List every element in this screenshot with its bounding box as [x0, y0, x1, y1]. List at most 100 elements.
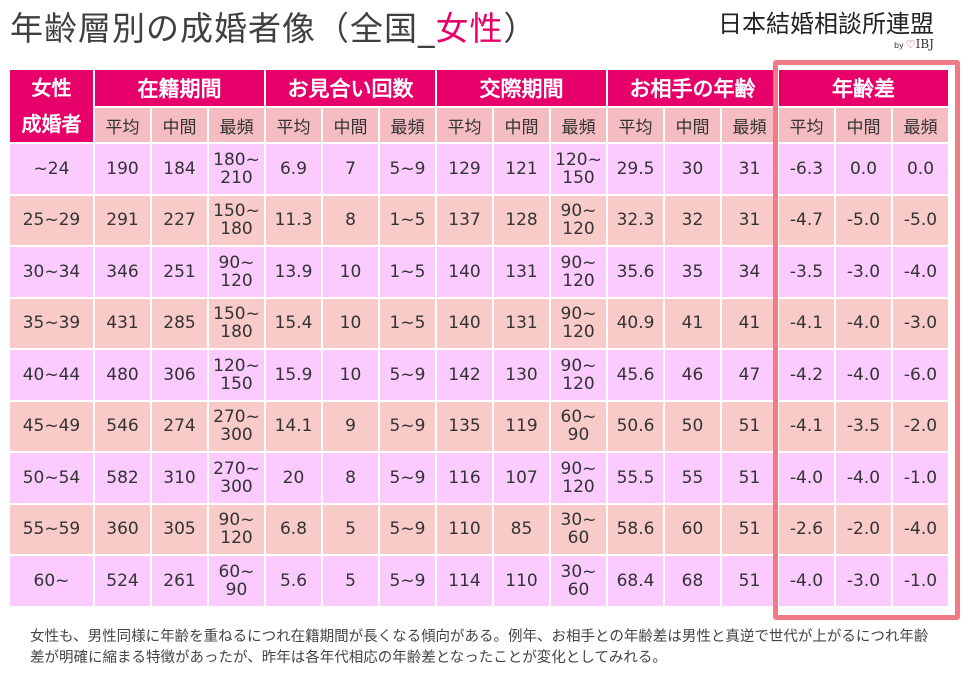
brand-ibj: IBJ: [915, 37, 934, 51]
table-cell: 29.5: [608, 144, 663, 194]
table-cell: 90~ 120: [209, 504, 264, 554]
table-cell: 110: [437, 504, 492, 554]
row-age-label: 30~34: [10, 247, 93, 297]
table-cell: 8: [323, 195, 378, 245]
table-cell: -3.0: [836, 247, 891, 297]
brand-by: by: [893, 41, 904, 50]
table-cell: -3.0: [893, 298, 948, 348]
table-cell: 6.9: [266, 144, 321, 194]
row-age-label: ~24: [10, 144, 93, 194]
table-cell: 120~ 150: [551, 144, 606, 194]
table-cell: 41: [722, 298, 777, 348]
table-cell: 131: [494, 247, 549, 297]
table-cell: 130: [494, 350, 549, 400]
table-cell: 306: [152, 350, 207, 400]
title-prefix: 年齢層別の成婚者像（全国_: [10, 9, 436, 48]
table-cell: 310: [152, 453, 207, 503]
table-cell: -4.7: [779, 195, 834, 245]
table-cell: 140: [437, 247, 492, 297]
table-cell: 129: [437, 144, 492, 194]
table-cell: 524: [95, 556, 150, 606]
data-table: 女性 成婚者 在籍期間 お見合い回数 交際期間 お相手の年齢 年齢差 平均 中間 …: [8, 68, 950, 608]
table-cell: -4.0: [779, 453, 834, 503]
table-cell: 0.0: [836, 144, 891, 194]
table-cell: 270~ 300: [209, 401, 264, 451]
table-cell: -6.0: [893, 350, 948, 400]
table-cell: 291: [95, 195, 150, 245]
title-suffix: ）: [503, 9, 538, 48]
group-header: お見合い回数: [266, 70, 435, 106]
table-cell: 90~ 120: [209, 247, 264, 297]
table-cell: 60~ 90: [551, 401, 606, 451]
table-cell: 20: [266, 453, 321, 503]
table-cell: 5~9: [380, 350, 435, 400]
table-cell: 5~9: [380, 144, 435, 194]
row-age-label: 50~54: [10, 453, 93, 503]
table-cell: -2.0: [893, 401, 948, 451]
table-cell: 6.8: [266, 504, 321, 554]
table-cell: 14.1: [266, 401, 321, 451]
table-cell: -4.0: [836, 298, 891, 348]
table-cell: 121: [494, 144, 549, 194]
table-cell: 150~ 180: [209, 195, 264, 245]
title-highlight: 女性: [435, 9, 504, 48]
table-cell: 50.6: [608, 401, 663, 451]
table-cell: 1~5: [380, 247, 435, 297]
table-cell: 90~ 120: [551, 298, 606, 348]
heart-icon: ♡: [905, 38, 916, 51]
table-cell: 9: [323, 401, 378, 451]
table-cell: -4.0: [893, 247, 948, 297]
table-cell: 13.9: [266, 247, 321, 297]
brand-logo: 日本結婚相談所連盟 by ♡IBJ: [718, 4, 934, 51]
table-cell: -5.0: [893, 195, 948, 245]
table-cell: -4.1: [779, 401, 834, 451]
table-cell: 360: [95, 504, 150, 554]
table-cell: 8: [323, 453, 378, 503]
table-cell: 546: [95, 401, 150, 451]
table-cell: 58.6: [608, 504, 663, 554]
table-cell: 55: [665, 453, 720, 503]
table-cell: 150~ 180: [209, 298, 264, 348]
table-cell: -4.0: [836, 453, 891, 503]
table-cell: 5~9: [380, 504, 435, 554]
table-cell: 55.5: [608, 453, 663, 503]
table-cell: 5~9: [380, 401, 435, 451]
table-cell: 140: [437, 298, 492, 348]
subheader: 中間: [494, 108, 549, 142]
table-cell: -2.0: [836, 504, 891, 554]
table-cell: -3.5: [836, 401, 891, 451]
table-cell: 30~ 60: [551, 556, 606, 606]
table-cell: 50: [665, 401, 720, 451]
table-cell: 114: [437, 556, 492, 606]
table-cell: -1.0: [893, 556, 948, 606]
brand-sub: by ♡IBJ: [718, 37, 934, 51]
table-cell: 47: [722, 350, 777, 400]
group-header: 交際期間: [437, 70, 606, 106]
table-cell: 1~5: [380, 298, 435, 348]
table-cell: 190: [95, 144, 150, 194]
table-cell: 15.9: [266, 350, 321, 400]
subheader: 中間: [836, 108, 891, 142]
corner-bottom: 成婚者: [21, 112, 82, 136]
table-row: 25~29 291 227 150~ 180 11.3 8 1~5 137 128 90~ 120…: [10, 195, 948, 245]
subheader: 最頻: [893, 108, 948, 142]
table-cell: -6.3: [779, 144, 834, 194]
table-cell: 34: [722, 247, 777, 297]
table-cell: 227: [152, 195, 207, 245]
table-cell: 11.3: [266, 195, 321, 245]
subheader: 中間: [323, 108, 378, 142]
subheader: 平均: [779, 108, 834, 142]
subheader: 最頻: [722, 108, 777, 142]
subheader: 最頻: [551, 108, 606, 142]
table-cell: 261: [152, 556, 207, 606]
table-cell: -2.6: [779, 504, 834, 554]
row-age-label: 25~29: [10, 195, 93, 245]
table-cell: 45.6: [608, 350, 663, 400]
table-row: 55~59 360 305 90~ 120 6.8 5 5~9 110 85 30~ 60 58.6…: [10, 504, 948, 554]
table-cell: 35.6: [608, 247, 663, 297]
table-cell: 582: [95, 453, 150, 503]
table-cell: 46: [665, 350, 720, 400]
subheader: 平均: [266, 108, 321, 142]
table-cell: -3.0: [836, 556, 891, 606]
table-cell: 7: [323, 144, 378, 194]
